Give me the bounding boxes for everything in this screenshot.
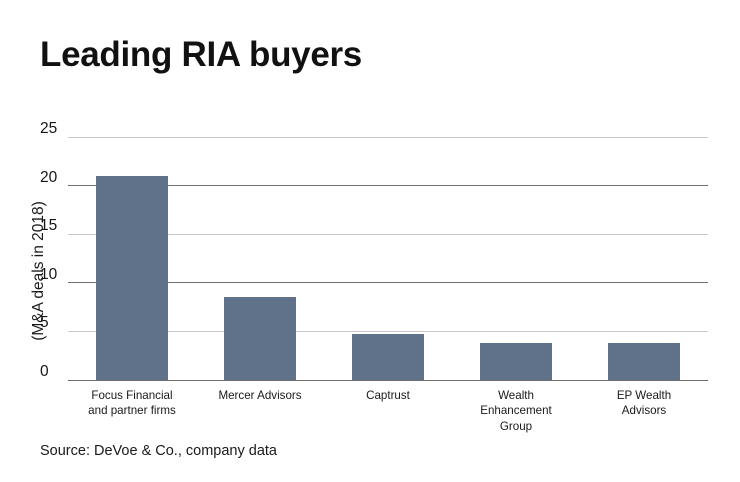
bar	[352, 334, 424, 380]
gridline-0	[68, 379, 708, 381]
x-tick-label: Mercer Advisors	[196, 388, 324, 403]
x-tick-label-line: EP Wealth	[616, 389, 672, 402]
x-tick-label-line: Captrust	[366, 389, 410, 402]
y-tick-label-0: 0	[40, 363, 49, 380]
y-tick-label-15: 15	[40, 217, 58, 235]
y-tick-label-10: 10	[40, 265, 58, 283]
page-title: Leading RIA buyers	[40, 35, 362, 74]
y-tick-label-5: 5	[40, 314, 49, 332]
x-tick-label-line: Focus Financial	[91, 389, 173, 402]
x-tick-label: Focus Financial and partner firms	[68, 388, 196, 419]
gridline-15	[68, 233, 708, 235]
gridline-25	[68, 136, 708, 138]
bar	[480, 343, 552, 380]
x-tick-label-line: Advisors	[621, 404, 667, 418]
x-tick-label-line: Wealth	[498, 389, 534, 402]
plot-area	[68, 136, 708, 381]
x-tick-label: Captrust	[324, 388, 452, 403]
y-tick-label-20: 20	[40, 168, 58, 186]
x-tick-label-line: Mercer Advisors	[218, 389, 302, 402]
gridline-20	[68, 185, 708, 187]
x-tick-label-line: and partner firms	[88, 404, 176, 418]
x-tick-label-line: Group	[499, 419, 533, 433]
bar	[96, 175, 168, 380]
x-tick-label-line: Enhancement	[480, 404, 552, 418]
y-tick-label-25: 25	[40, 120, 58, 137]
source-note: Source: DeVoe & Co., company data	[40, 443, 277, 459]
gridline-10	[68, 282, 708, 284]
gridline-5	[68, 330, 708, 332]
x-tick-label: EP Wealth Advisors	[580, 388, 708, 419]
bar	[224, 297, 296, 380]
x-tick-label: Wealth Enhancement Group	[452, 388, 580, 434]
bar	[608, 343, 680, 380]
